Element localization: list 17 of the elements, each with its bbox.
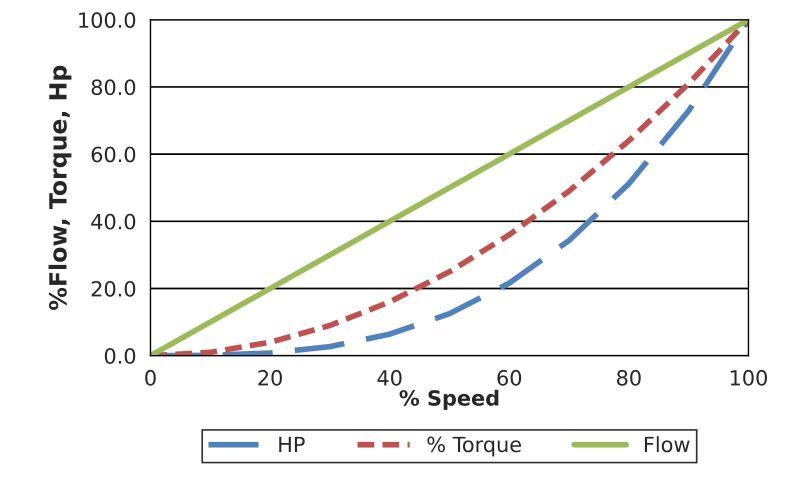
x-tick-label: 20: [258, 370, 282, 386]
x-tick-label: 60: [497, 370, 522, 386]
x-tick-label: 80: [617, 370, 641, 386]
y-tick-label: 100.0: [79, 12, 136, 28]
y-tick-label: 60.0: [92, 146, 136, 162]
x-tick-label: 100: [730, 370, 767, 386]
legend-label: % Torque: [427, 436, 521, 456]
y-tick-label: 0.0: [104, 348, 136, 364]
legend-label: Flow: [644, 436, 690, 452]
legend-label: HP: [279, 436, 305, 452]
y-tick-label: 80.0: [92, 79, 136, 96]
x-tick-label: 0: [145, 370, 156, 386]
x-tick-label: 40: [377, 370, 402, 386]
x-axis-title: % Speed: [400, 390, 498, 410]
y-axis-title: %Flow, Torque, Hp: [48, 66, 72, 310]
y-tick-label: 40.0: [91, 214, 136, 230]
y-tick-label: 20.0: [92, 280, 136, 297]
